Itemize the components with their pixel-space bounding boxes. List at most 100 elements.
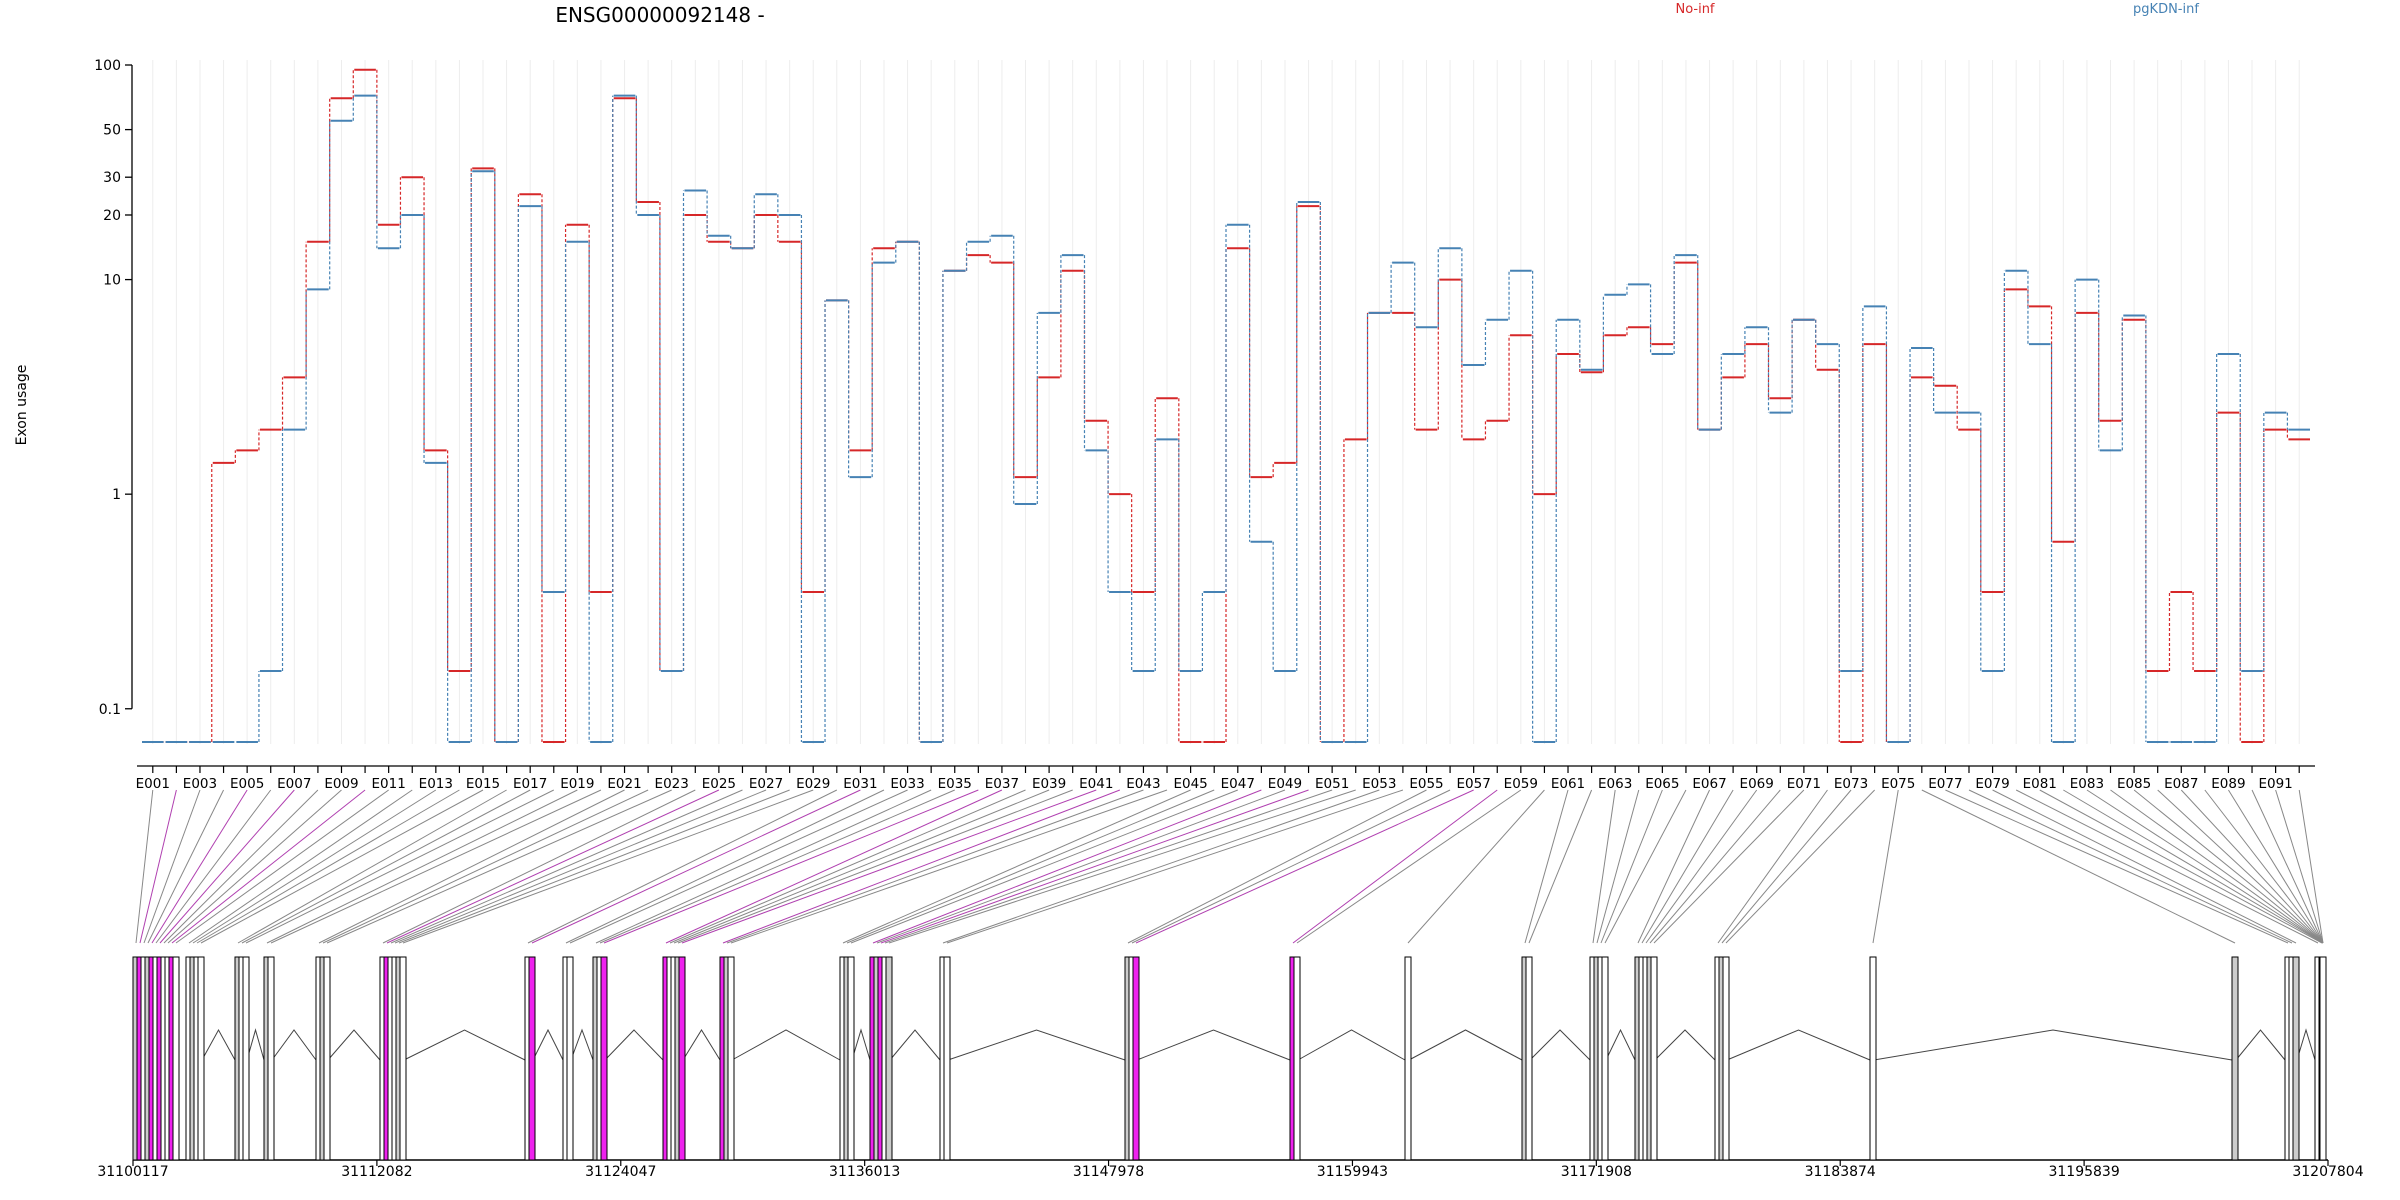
exon-connector: [1600, 789, 1663, 944]
exon-connector: [1524, 789, 1569, 944]
exon-box: [1722, 956, 1730, 1161]
x-tick-label: E009: [324, 776, 358, 792]
exon-box: [847, 956, 855, 1161]
exon-box: [2292, 956, 2300, 1161]
exon-connector: [1637, 789, 1710, 944]
exon-box: [1650, 956, 1658, 1161]
exon-connector: [730, 789, 1168, 944]
x-tick-label: E033: [890, 776, 924, 792]
x-tick-label: E031: [843, 776, 877, 792]
intron: [532, 1028, 564, 1061]
y-tick-label: 50: [103, 123, 121, 139]
coordinate-label: 31207804: [2292, 1164, 2363, 1180]
x-tick-label: E011: [372, 776, 406, 792]
y-axis-label: Exon usage: [14, 365, 30, 446]
exon-box: [885, 956, 893, 1161]
exon-connector: [2133, 789, 2324, 944]
x-tick-label: E051: [1315, 776, 1349, 792]
x-tick-label: E079: [1975, 776, 2009, 792]
exon-connector: [531, 789, 861, 944]
x-tick-label: E019: [560, 776, 594, 792]
exon-box: [1525, 956, 1533, 1161]
intron: [731, 1029, 841, 1061]
intron: [1654, 1029, 1716, 1061]
x-tick-label: E085: [2117, 776, 2151, 792]
x-tick-label: E083: [2070, 776, 2104, 792]
intron: [327, 1029, 381, 1061]
exon-connector: [1604, 789, 1687, 944]
exon-box: [2319, 956, 2327, 1161]
exon-connector: [245, 789, 554, 944]
exon-connector: [946, 789, 1404, 944]
exon-box: [528, 956, 536, 1161]
exon-connector: [171, 789, 366, 944]
exon-connector: [270, 789, 602, 944]
x-tick-label: E035: [938, 776, 972, 792]
exon-connector: [677, 789, 1073, 944]
exon-connector: [569, 789, 908, 944]
x-tick-label: E061: [1551, 776, 1585, 792]
exon-connector: [2015, 789, 2319, 944]
intron: [570, 1028, 594, 1061]
intron: [947, 1029, 1126, 1061]
x-tick-label: E021: [607, 776, 641, 792]
exon-connector: [669, 789, 1026, 944]
x-tick-label: E065: [1645, 776, 1679, 792]
x-tick-label: E053: [1362, 776, 1396, 792]
exon-connector: [1135, 789, 1474, 944]
intron: [1297, 1029, 1406, 1061]
exon-connector: [2110, 789, 2324, 944]
exon-connector: [139, 789, 177, 944]
exon-box: [727, 956, 735, 1161]
exon-connector: [151, 789, 248, 944]
exon-connector: [143, 789, 201, 944]
exon-connector: [595, 789, 932, 944]
intron: [851, 1028, 871, 1061]
coordinate-label: 31183874: [1805, 1164, 1876, 1180]
exon-box: [1404, 956, 1412, 1161]
legend-no-inf: No-inf: [1675, 2, 1714, 17]
exon-connector: [322, 789, 649, 944]
exon-box: [943, 956, 951, 1161]
y-tick-label: 100: [94, 58, 121, 74]
exon-connector: [942, 789, 1380, 944]
exon-box: [566, 956, 574, 1161]
exon-connector: [326, 789, 672, 944]
x-tick-label: E091: [2258, 776, 2292, 792]
exon-connector: [155, 789, 272, 944]
y-tick-label: 10: [103, 273, 121, 289]
y-tick-label: 0.1: [99, 702, 121, 718]
intron: [403, 1029, 526, 1061]
exon-box: [1869, 956, 1877, 1161]
exon-connector: [398, 789, 790, 944]
x-tick-label: E025: [702, 776, 736, 792]
x-tick-label: E071: [1787, 776, 1821, 792]
x-tick-label: E037: [985, 776, 1019, 792]
exon-connector: [200, 789, 484, 944]
intron: [2235, 1029, 2286, 1061]
y-tick-label: 20: [103, 208, 121, 224]
exon-connector: [2228, 789, 2324, 944]
exon-connector: [842, 789, 1191, 944]
intron: [1136, 1029, 1291, 1061]
coordinate-label: 31171908: [1561, 1164, 1632, 1180]
exon-box: [600, 956, 608, 1161]
x-tick-label: E001: [136, 776, 170, 792]
exon-box: [2231, 956, 2239, 1161]
exon-connector: [1992, 789, 2297, 944]
exon-connector: [2086, 789, 2324, 944]
exon-connector: [681, 789, 1097, 944]
exon-connector: [1592, 789, 1616, 944]
exon-connector: [402, 789, 814, 944]
exon-connector: [1921, 789, 2236, 944]
genomic-coordinate-axis: 31100117 31112082 31124047 31136013 31147978…: [97, 1160, 2364, 1180]
intron: [1726, 1029, 1871, 1061]
exon-connector: [673, 789, 1050, 944]
coordinate-label: 31124047: [585, 1164, 656, 1180]
y-tick-label: 1: [112, 487, 121, 503]
x-tick-label: E067: [1692, 776, 1726, 792]
exon-connector: [163, 789, 319, 944]
exon-connector: [884, 789, 1333, 944]
exon-connector: [2063, 789, 2324, 944]
exon-box: [678, 956, 686, 1161]
